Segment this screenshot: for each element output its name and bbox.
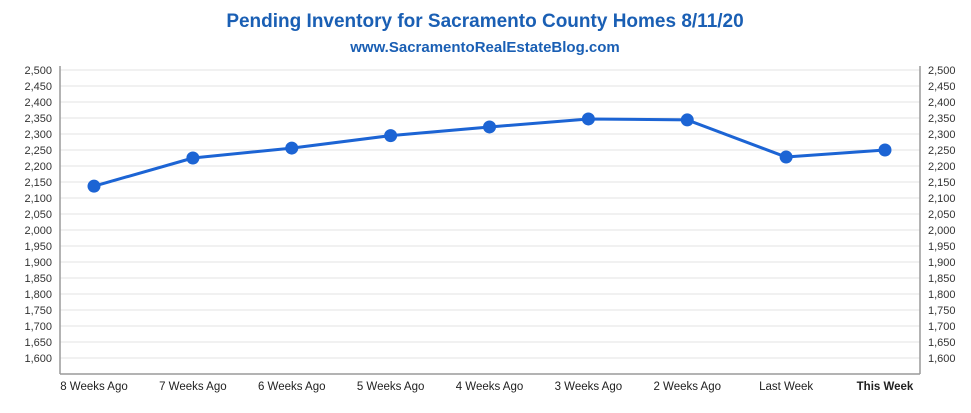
y-tick-label-right: 1,700 xyxy=(928,321,956,333)
x-category-label: 4 Weeks Ago xyxy=(456,381,524,393)
y-tick-label-left: 2,450 xyxy=(24,81,52,93)
y-tick-label-left: 1,600 xyxy=(24,353,52,365)
x-axis-categories: 8 Weeks Ago 7 Weeks Ago 6 Weeks Ago 5 Weeks… xyxy=(60,381,914,393)
data-point[interactable] xyxy=(384,129,398,143)
y-tick-label-right: 2,150 xyxy=(928,177,956,189)
chart-subtitle: www.SacramentoRealEstateBlog.com xyxy=(349,39,620,56)
y-axis-left-ticks: 1,600 1,650 1,700 1,750 1,800 1,850 1,900 1,950… xyxy=(24,65,52,365)
y-tick-label-right: 1,900 xyxy=(928,257,956,269)
chart-title: Pending Inventory for Sacramento County … xyxy=(226,11,743,32)
y-tick-label-left: 1,900 xyxy=(24,257,52,269)
x-category-label: 7 Weeks Ago xyxy=(159,381,227,393)
y-tick-label-left: 2,000 xyxy=(24,225,52,237)
y-tick-label-right: 2,450 xyxy=(928,81,956,93)
y-tick-label-right: 2,250 xyxy=(928,145,956,157)
y-tick-label-right: 1,650 xyxy=(928,337,956,349)
x-category-label: Last Week xyxy=(759,381,813,393)
y-tick-label-right: 2,350 xyxy=(928,113,956,125)
x-category-label: This Week xyxy=(857,381,914,393)
y-tick-label-right: 2,000 xyxy=(928,225,956,237)
y-tick-label-left: 2,350 xyxy=(24,113,52,125)
y-tick-label-right: 2,300 xyxy=(928,129,956,141)
y-tick-label-right: 1,600 xyxy=(928,353,956,365)
y-tick-label-right: 2,200 xyxy=(928,161,956,173)
data-point[interactable] xyxy=(186,151,200,165)
data-point[interactable] xyxy=(581,112,595,126)
y-axis-right-ticks: 1,600 1,650 1,700 1,750 1,800 1,850 1,900 1,950… xyxy=(928,65,956,365)
y-tick-label-left: 2,500 xyxy=(24,65,52,77)
y-tick-label-left: 1,850 xyxy=(24,273,52,285)
y-tick-label-right: 1,850 xyxy=(928,273,956,285)
data-point[interactable] xyxy=(87,179,101,193)
data-point[interactable] xyxy=(680,113,694,127)
x-category-label: 3 Weeks Ago xyxy=(555,381,623,393)
y-tick-label-left: 1,950 xyxy=(24,241,52,253)
y-tick-label-left: 2,100 xyxy=(24,193,52,205)
y-tick-label-left: 1,750 xyxy=(24,305,52,317)
y-tick-label-left: 1,700 xyxy=(24,321,52,333)
data-point[interactable] xyxy=(285,141,299,155)
y-tick-label-left: 2,050 xyxy=(24,209,52,221)
y-tick-label-right: 1,750 xyxy=(928,305,956,317)
y-tick-label-right: 2,500 xyxy=(928,65,956,77)
x-category-label: 8 Weeks Ago xyxy=(60,381,128,393)
y-tick-label-left: 2,250 xyxy=(24,145,52,157)
y-tick-label-right: 2,400 xyxy=(928,97,956,109)
data-point[interactable] xyxy=(483,120,496,134)
data-point[interactable] xyxy=(779,150,793,164)
y-tick-label-right: 1,950 xyxy=(928,241,956,253)
axes xyxy=(59,66,921,375)
data-point[interactable] xyxy=(878,143,892,157)
series-pending-inventory xyxy=(87,112,892,193)
y-tick-label-left: 2,150 xyxy=(24,177,52,189)
x-category-label: 6 Weeks Ago xyxy=(258,381,326,393)
y-tick-label-left: 2,200 xyxy=(24,161,52,173)
gridlines xyxy=(60,69,920,359)
y-tick-label-left: 1,800 xyxy=(24,289,52,301)
y-tick-label-left: 1,650 xyxy=(24,337,52,349)
y-tick-label-left: 2,400 xyxy=(24,97,52,109)
y-tick-label-right: 1,800 xyxy=(928,289,956,301)
x-category-label: 5 Weeks Ago xyxy=(357,381,425,393)
x-category-label: 2 Weeks Ago xyxy=(653,381,721,393)
y-tick-label-right: 2,050 xyxy=(928,209,956,221)
y-tick-label-right: 2,100 xyxy=(928,193,956,205)
y-tick-label-left: 2,300 xyxy=(24,129,52,141)
